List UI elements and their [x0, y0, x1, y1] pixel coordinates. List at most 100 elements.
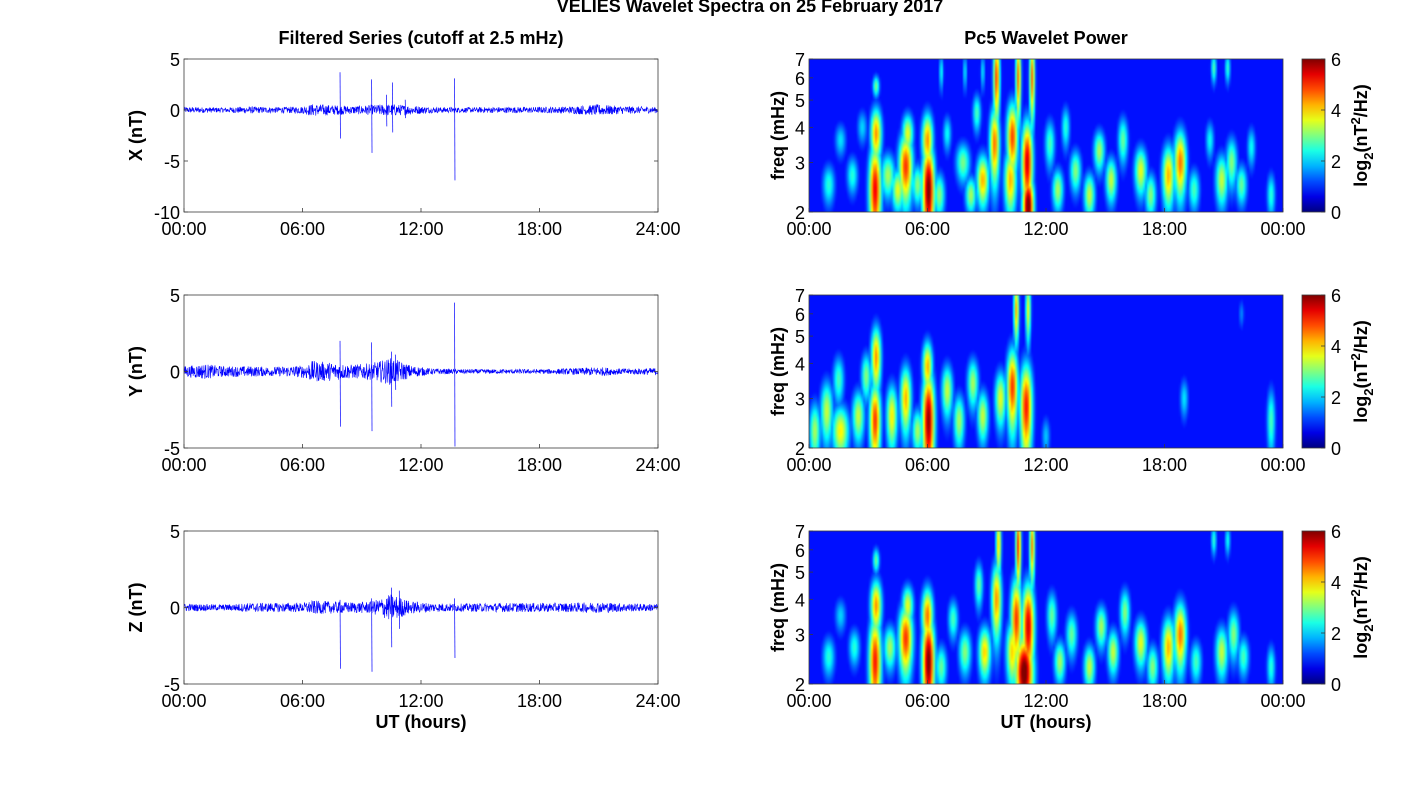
z-wavelet-ylabel: freq (mHz) [768, 563, 788, 652]
y-wavelet-colorbar-label-unit-post: /Hz) [1351, 320, 1371, 353]
y-filtered-ytick-label: -5 [164, 439, 180, 459]
x-filtered-trace [183, 103, 659, 116]
x-filtered-ytick-label: -5 [164, 152, 180, 172]
x-wavelet-xtick-label: 00:00 [1260, 219, 1305, 239]
x-filtered-title: Filtered Series (cutoff at 2.5 mHz) [278, 28, 563, 48]
y-filtered-xtick-label: 12:00 [398, 455, 443, 475]
z-wavelet-xtick-label: 00:00 [1260, 691, 1305, 711]
z-wavelet-xtick-label: 18:00 [1142, 691, 1187, 711]
x-filtered-xtick-label: 18:00 [517, 219, 562, 239]
z-filtered-xtick-label: 12:00 [398, 691, 443, 711]
x-wavelet-colorbar-tick-label: 4 [1331, 101, 1341, 121]
z-wavelet-colorbar-tick-label: 2 [1331, 624, 1341, 644]
z-wavelet-xtick-label: 12:00 [1023, 691, 1068, 711]
x-wavelet-colorbar-label-sup: 2 [1348, 117, 1363, 124]
y-wavelet-ytick-label: 2 [795, 439, 805, 459]
z-wavelet-xtick-label: 06:00 [905, 691, 950, 711]
z-wavelet-colorbar-label: log2(nT2/Hz) [1348, 556, 1376, 658]
x-wavelet-ytick-label: 5 [795, 91, 805, 111]
x-filtered-xtick-label: 24:00 [635, 219, 680, 239]
z-filtered-xlabel: UT (hours) [376, 712, 467, 732]
z-wavelet-ytick-label: 7 [795, 522, 805, 542]
z-filtered-trace [183, 594, 659, 620]
x-wavelet-ytick-label: 3 [795, 153, 805, 173]
z-filtered-xtick-label: 00:00 [161, 691, 206, 711]
z-wavelet-xtick-label: 00:00 [786, 691, 831, 711]
x-filtered-plot-area [184, 59, 658, 212]
x-filtered-ytick-label: 0 [170, 101, 180, 121]
x-wavelet-colorbar-label-unit-pre: (nT [1351, 125, 1371, 153]
y-wavelet-colorbar-tick-label: 6 [1331, 286, 1341, 306]
y-wavelet-ytick-label: 4 [795, 354, 805, 374]
z-filtered-xtick-label: 06:00 [280, 691, 325, 711]
x-wavelet-colorbar-label-sub: 2 [1361, 152, 1376, 159]
z-wavelet-colorbar [1302, 531, 1325, 684]
y-wavelet-colorbar-label-unit-pre: (nT [1351, 361, 1371, 389]
z-wavelet-colorbar-label-sub: 2 [1361, 624, 1376, 631]
z-filtered-ytick-label: 5 [170, 522, 180, 542]
x-filtered-xtick-label: 12:00 [398, 219, 443, 239]
y-wavelet-colorbar-frame [1301, 294, 1326, 449]
z-wavelet-ytick-label: 2 [795, 675, 805, 695]
figure-title: VELIES Wavelet Spectra on 25 February 20… [557, 0, 944, 16]
y-wavelet-ytick-label: 6 [795, 305, 805, 325]
z-filtered-ytick-label: -5 [164, 675, 180, 695]
y-wavelet-xtick-label: 00:00 [786, 455, 831, 475]
y-wavelet-colorbar-label: log2(nT2/Hz) [1348, 320, 1376, 422]
y-filtered-xtick-label: 18:00 [517, 455, 562, 475]
z-wavelet-colorbar-label-base: log [1351, 632, 1371, 659]
z-filtered-ytick-label: 0 [170, 599, 180, 619]
x-wavelet-colorbar-frame [1301, 58, 1326, 213]
y-wavelet-colorbar-label-sup: 2 [1348, 353, 1363, 360]
y-wavelet-heatmap-image [809, 295, 1283, 448]
x-wavelet-colorbar-tick-label: 6 [1331, 50, 1341, 70]
y-wavelet-ylabel: freq (mHz) [768, 327, 788, 416]
y-wavelet-colorbar-tick-label: 2 [1331, 388, 1341, 408]
x-wavelet-xtick-label: 00:00 [786, 219, 831, 239]
x-wavelet-xtick-label: 06:00 [905, 219, 950, 239]
x-wavelet-ytick-label: 4 [795, 118, 805, 138]
z-wavelet-ytick-label: 6 [795, 541, 805, 561]
y-wavelet-colorbar-label-sub: 2 [1361, 388, 1376, 395]
z-wavelet-xlabel: UT (hours) [1001, 712, 1092, 732]
x-filtered-xtick-label: 06:00 [280, 219, 325, 239]
y-filtered-xtick-label: 06:00 [280, 455, 325, 475]
z-filtered-ylabel: Z (nT) [126, 583, 146, 633]
z-wavelet-ytick-label: 3 [795, 625, 805, 645]
x-wavelet-colorbar [1302, 59, 1325, 212]
y-wavelet-ytick-label: 5 [795, 327, 805, 347]
y-wavelet-xtick-label: 00:00 [1260, 455, 1305, 475]
y-wavelet-xtick-label: 12:00 [1023, 455, 1068, 475]
x-wavelet-colorbar-tick-label: 2 [1331, 152, 1341, 172]
y-wavelet-xtick-label: 18:00 [1142, 455, 1187, 475]
z-wavelet-ytick-label: 4 [795, 590, 805, 610]
x-wavelet-colorbar-tick-label: 0 [1331, 203, 1341, 223]
y-filtered-xtick-label: 00:00 [161, 455, 206, 475]
x-filtered-ytick-label: -10 [154, 203, 180, 223]
x-wavelet-title: Pc5 Wavelet Power [964, 28, 1127, 48]
z-wavelet-colorbar-frame [1301, 530, 1326, 685]
z-wavelet-colorbar-label-unit-pre: (nT [1351, 597, 1371, 625]
y-filtered-xtick-label: 24:00 [635, 455, 680, 475]
y-wavelet-colorbar [1302, 295, 1325, 448]
z-wavelet-colorbar-tick-label: 0 [1331, 675, 1341, 695]
panels: 5 0 -5 -10 X (nT) 00:00 06:00 12:00 18:00 24:00 Fi… [126, 28, 1376, 732]
z-wavelet-colorbar-tick-label: 6 [1331, 522, 1341, 542]
x-wavelet-ytick-label: 6 [795, 69, 805, 89]
z-wavelet-colorbar-label-unit-post: /Hz) [1351, 556, 1371, 589]
y-wavelet-colorbar-label-base: log [1351, 396, 1371, 423]
y-wavelet-colorbar-tick-label: 4 [1331, 337, 1341, 357]
z-filtered-xtick-label: 18:00 [517, 691, 562, 711]
x-wavelet-colorbar-label: log2(nT2/Hz) [1348, 84, 1376, 186]
z-wavelet-colorbar-label-sup: 2 [1348, 589, 1363, 596]
y-wavelet-colorbar-tick-label: 0 [1331, 439, 1341, 459]
z-wavelet-colorbar-tick-label: 4 [1331, 573, 1341, 593]
x-wavelet-ytick-label: 2 [795, 203, 805, 223]
x-wavelet-colorbar-label-base: log [1351, 160, 1371, 187]
y-wavelet-xtick-label: 06:00 [905, 455, 950, 475]
x-filtered-ylabel: X (nT) [126, 110, 146, 161]
x-wavelet-colorbar-label-unit-post: /Hz) [1351, 84, 1371, 117]
x-wavelet-heatmap-image [809, 59, 1283, 212]
x-wavelet-ytick-label: 7 [795, 50, 805, 70]
